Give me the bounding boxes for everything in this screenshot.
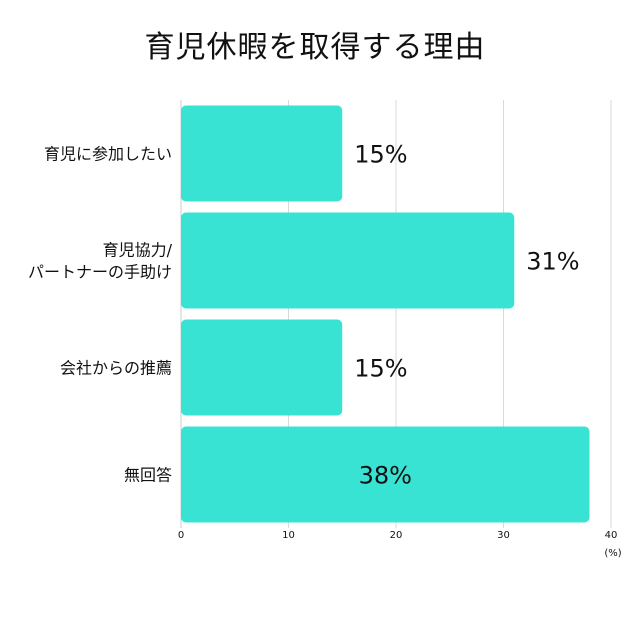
category-label: 育児協力/パートナーの手助け — [28, 241, 173, 282]
bar — [181, 319, 343, 416]
category-label: 育児に参加したい — [44, 145, 172, 164]
x-tick-label: 20 — [390, 530, 403, 541]
bar — [181, 426, 590, 523]
data-label: 38% — [359, 462, 412, 490]
unit-label: (%) — [604, 548, 621, 559]
bar — [181, 212, 515, 309]
category-label-line: 会社からの推薦 — [60, 359, 172, 378]
category-label-line: 無回答 — [124, 466, 172, 485]
category-label: 無回答 — [124, 466, 172, 485]
category-label-line: 育児協力/ — [103, 241, 173, 260]
x-tick-label: 10 — [282, 530, 295, 541]
x-tick-label: 30 — [497, 530, 510, 541]
category-label-line: 育児に参加したい — [44, 145, 172, 164]
chart-title: 育児休暇を取得する理由 — [144, 30, 486, 65]
data-label: 15% — [354, 141, 407, 169]
category-label-line: パートナーの手助け — [28, 263, 172, 282]
x-tick-label: 40 — [605, 530, 618, 541]
data-label: 31% — [526, 248, 579, 276]
bar — [181, 105, 343, 202]
data-label: 15% — [354, 355, 407, 383]
category-label: 会社からの推薦 — [60, 359, 172, 378]
x-tick-label: 0 — [178, 530, 184, 541]
